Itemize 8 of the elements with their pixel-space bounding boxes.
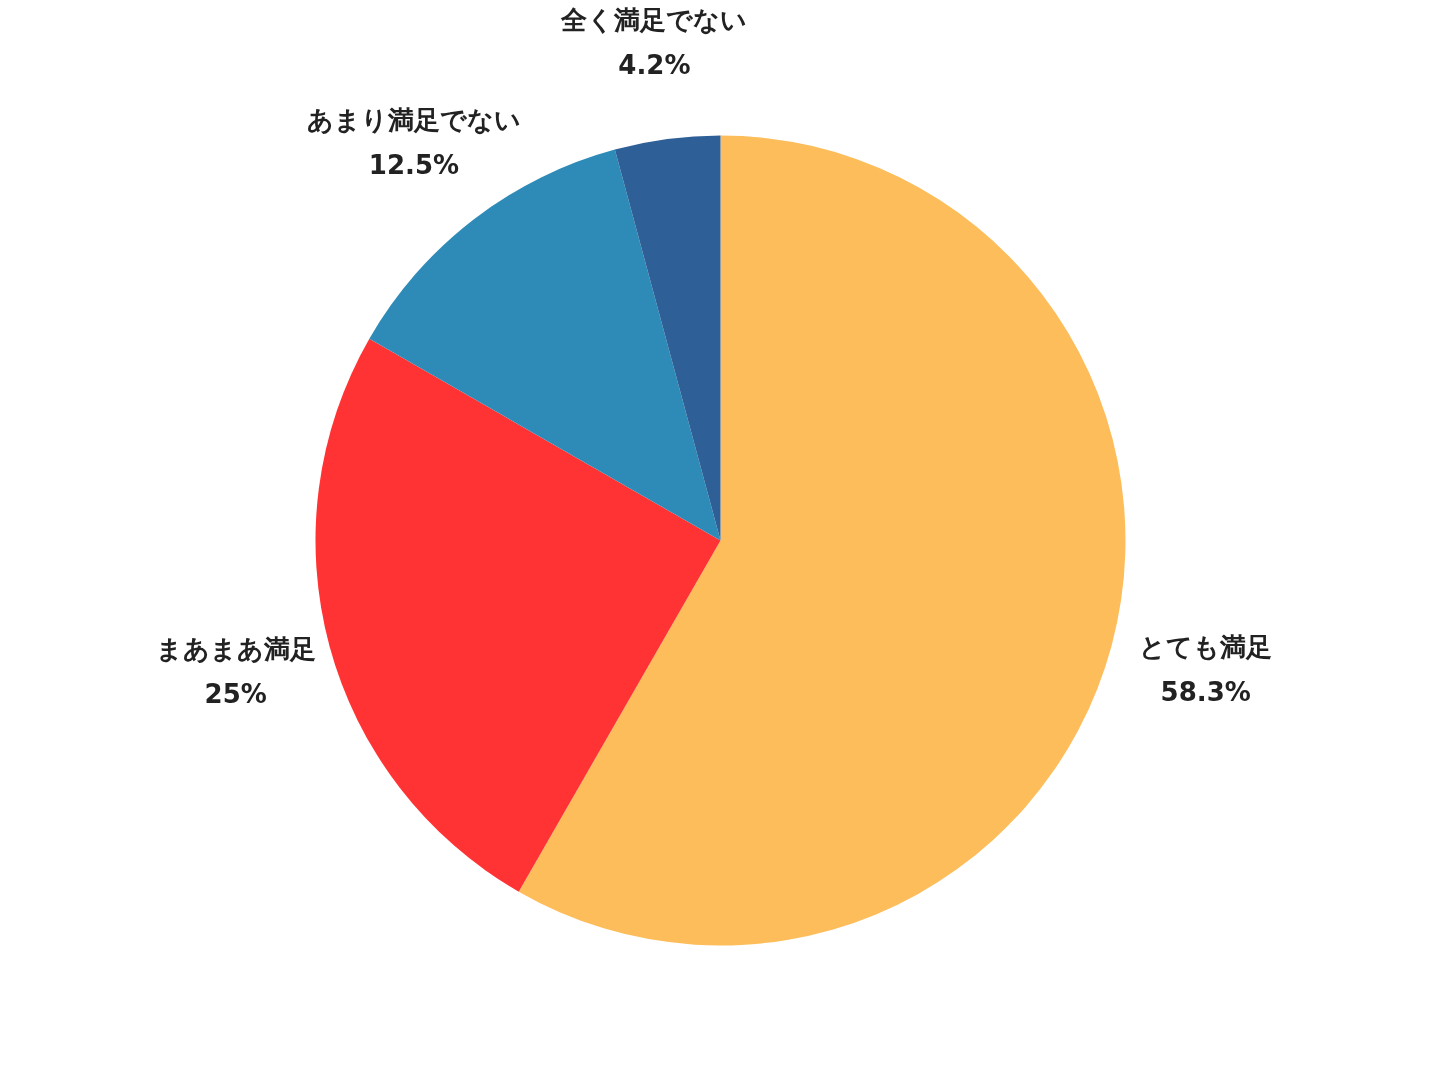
data-label: 4.2% xyxy=(618,50,691,81)
data-label: 12.5% xyxy=(368,150,460,181)
data-label: 58.3% xyxy=(1160,677,1251,708)
slice-label: 全く満足でない xyxy=(560,5,748,36)
slice-label: とても満足 xyxy=(1139,632,1273,663)
slice-label: まあまあ満足 xyxy=(155,633,316,664)
data-label: 25% xyxy=(204,678,267,709)
slice-label: あまり満足でない xyxy=(306,105,521,136)
